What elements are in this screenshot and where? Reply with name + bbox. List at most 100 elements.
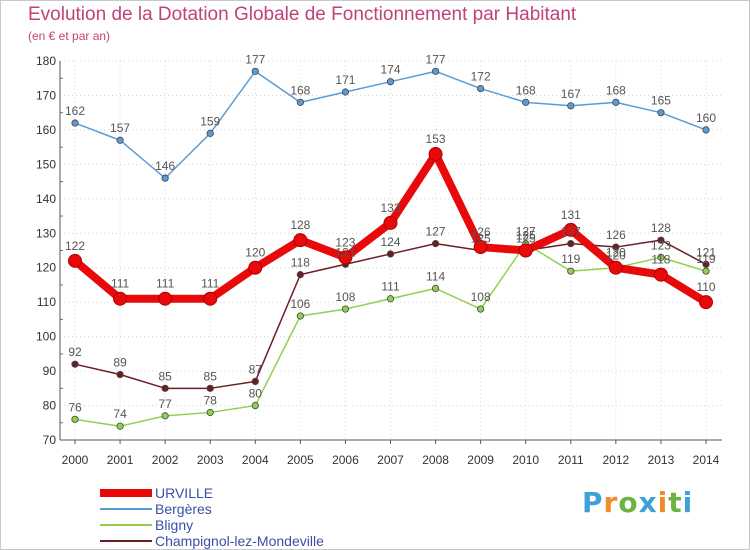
legend-swatch-bligny	[100, 524, 152, 526]
data-point-berg-res	[161, 174, 169, 182]
data-label-urville: 122	[65, 239, 85, 253]
logo-letter: i	[657, 486, 669, 519]
data-label-urville: 126	[471, 225, 491, 239]
data-label-champignol-lez-mondeville: 124	[380, 235, 400, 249]
data-point-bligny	[251, 401, 259, 410]
data-label-berg-res: 157	[110, 121, 130, 135]
data-point-urville	[113, 291, 128, 306]
data-label-urville: 120	[606, 246, 626, 260]
data-label-urville: 128	[290, 218, 310, 232]
data-label-champignol-lez-mondeville: 89	[113, 356, 127, 370]
data-point-champignol-lez-mondeville	[612, 243, 620, 251]
logo-letter: r	[603, 486, 619, 519]
data-point-bligny	[657, 253, 665, 261]
data-point-bligny	[702, 267, 710, 275]
data-label-champignol-lez-mondeville: 121	[696, 245, 716, 259]
data-label-berg-res: 168	[516, 83, 536, 97]
logo-letter: P	[582, 486, 604, 519]
data-point-urville	[699, 295, 713, 310]
data-label-champignol-lez-mondeville: 92	[68, 345, 82, 359]
data-point-berg-res	[296, 98, 304, 106]
data-label-champignol-lez-mondeville: 87	[249, 362, 263, 376]
data-point-bligny	[296, 312, 304, 320]
data-point-urville	[248, 260, 263, 275]
data-label-bligny: 106	[290, 297, 310, 311]
data-point-berg-res	[71, 119, 79, 127]
data-point-berg-res	[341, 88, 350, 96]
data-point-champignol-lez-mondeville	[567, 240, 575, 248]
data-label-champignol-lez-mondeville: 85	[158, 369, 172, 383]
data-label-champignol-lez-mondeville: 125	[471, 232, 491, 246]
data-label-bligny: 76	[68, 400, 82, 414]
y-tick-label: 180	[36, 54, 56, 68]
data-point-urville	[293, 233, 308, 248]
logo-letter: x	[638, 486, 658, 519]
data-point-urville	[653, 267, 668, 282]
x-tick-label: 2001	[107, 453, 134, 467]
data-label-bligny: 119	[561, 252, 580, 266]
data-point-champignol-lez-mondeville	[702, 260, 710, 268]
data-label-berg-res: 146	[155, 159, 175, 173]
data-point-urville	[563, 222, 578, 237]
data-point-champignol-lez-mondeville	[251, 377, 259, 386]
x-tick-label: 2008	[422, 453, 449, 467]
data-point-bligny	[71, 415, 79, 423]
logo-letter: i	[682, 486, 694, 519]
data-label-urville: 111	[156, 277, 175, 291]
data-point-berg-res	[477, 84, 485, 93]
data-label-urville: 111	[201, 277, 220, 291]
x-tick-label: 2002	[152, 453, 179, 467]
data-label-berg-res: 177	[245, 52, 265, 66]
data-label-urville: 120	[245, 246, 265, 260]
data-point-urville	[383, 215, 398, 230]
data-label-champignol-lez-mondeville: 118	[291, 256, 310, 270]
data-label-champignol-lez-mondeville: 126	[606, 228, 626, 242]
data-point-bligny	[161, 412, 169, 420]
line-chart: 70 80 90 100 110 120 130 140 150 160 170 180 2000 200…	[36, 52, 722, 467]
data-point-urville	[428, 147, 443, 162]
data-point-berg-res	[431, 67, 440, 75]
x-tick-label: 2003	[197, 453, 224, 467]
data-label-bligny: 127	[516, 225, 536, 239]
data-point-berg-res	[522, 98, 530, 106]
data-label-berg-res: 168	[606, 83, 626, 97]
data-point-urville	[158, 291, 173, 306]
x-tick-label: 2007	[377, 453, 404, 467]
data-point-urville	[338, 250, 353, 265]
data-label-champignol-lez-mondeville: 125	[516, 232, 536, 246]
data-label-berg-res: 174	[380, 63, 400, 77]
data-label-champignol-lez-mondeville: 127	[561, 225, 581, 239]
data-point-urville	[518, 243, 533, 258]
data-label-urville: 131	[561, 208, 581, 222]
data-point-urville	[203, 291, 218, 306]
x-tick-label: 2012	[603, 453, 630, 467]
x-tick-label: 2010	[512, 453, 539, 467]
data-label-urville: 118	[651, 253, 670, 267]
y-tick-label: 70	[43, 433, 57, 447]
legend-label-urville: URVILLE	[155, 485, 214, 501]
data-label-urville: 123	[335, 235, 355, 249]
x-tick-label: 2000	[62, 453, 89, 467]
legend-label-champignol-lez-mondeville: Champignol-lez-Mondeville	[155, 533, 324, 549]
data-label-bligny: 123	[651, 238, 671, 252]
data-point-champignol-lez-mondeville	[296, 271, 304, 279]
x-tick-label: 2011	[558, 453, 584, 467]
legend-swatch-champignol-lez-mondeville	[100, 540, 152, 542]
x-tick-label: 2009	[467, 453, 494, 467]
data-point-bligny	[386, 295, 395, 303]
data-point-champignol-lez-mondeville	[161, 384, 169, 392]
data-point-champignol-lez-mondeville	[431, 240, 440, 248]
data-point-berg-res	[206, 129, 214, 137]
data-point-bligny	[116, 422, 124, 430]
data-label-berg-res: 177	[426, 52, 446, 66]
data-label-bligny: 74	[113, 407, 127, 421]
logo-letter: t	[668, 486, 683, 519]
data-label-champignol-lez-mondeville: 127	[426, 225, 446, 239]
data-label-bligny: 120	[606, 249, 626, 263]
data-point-berg-res	[116, 136, 124, 144]
y-tick-label: 110	[37, 295, 56, 309]
data-label-champignol-lez-mondeville: 121	[335, 245, 355, 259]
data-point-berg-res	[567, 102, 575, 110]
legend-swatch-berg-res	[100, 508, 152, 510]
x-tick-label: 2004	[242, 453, 269, 467]
